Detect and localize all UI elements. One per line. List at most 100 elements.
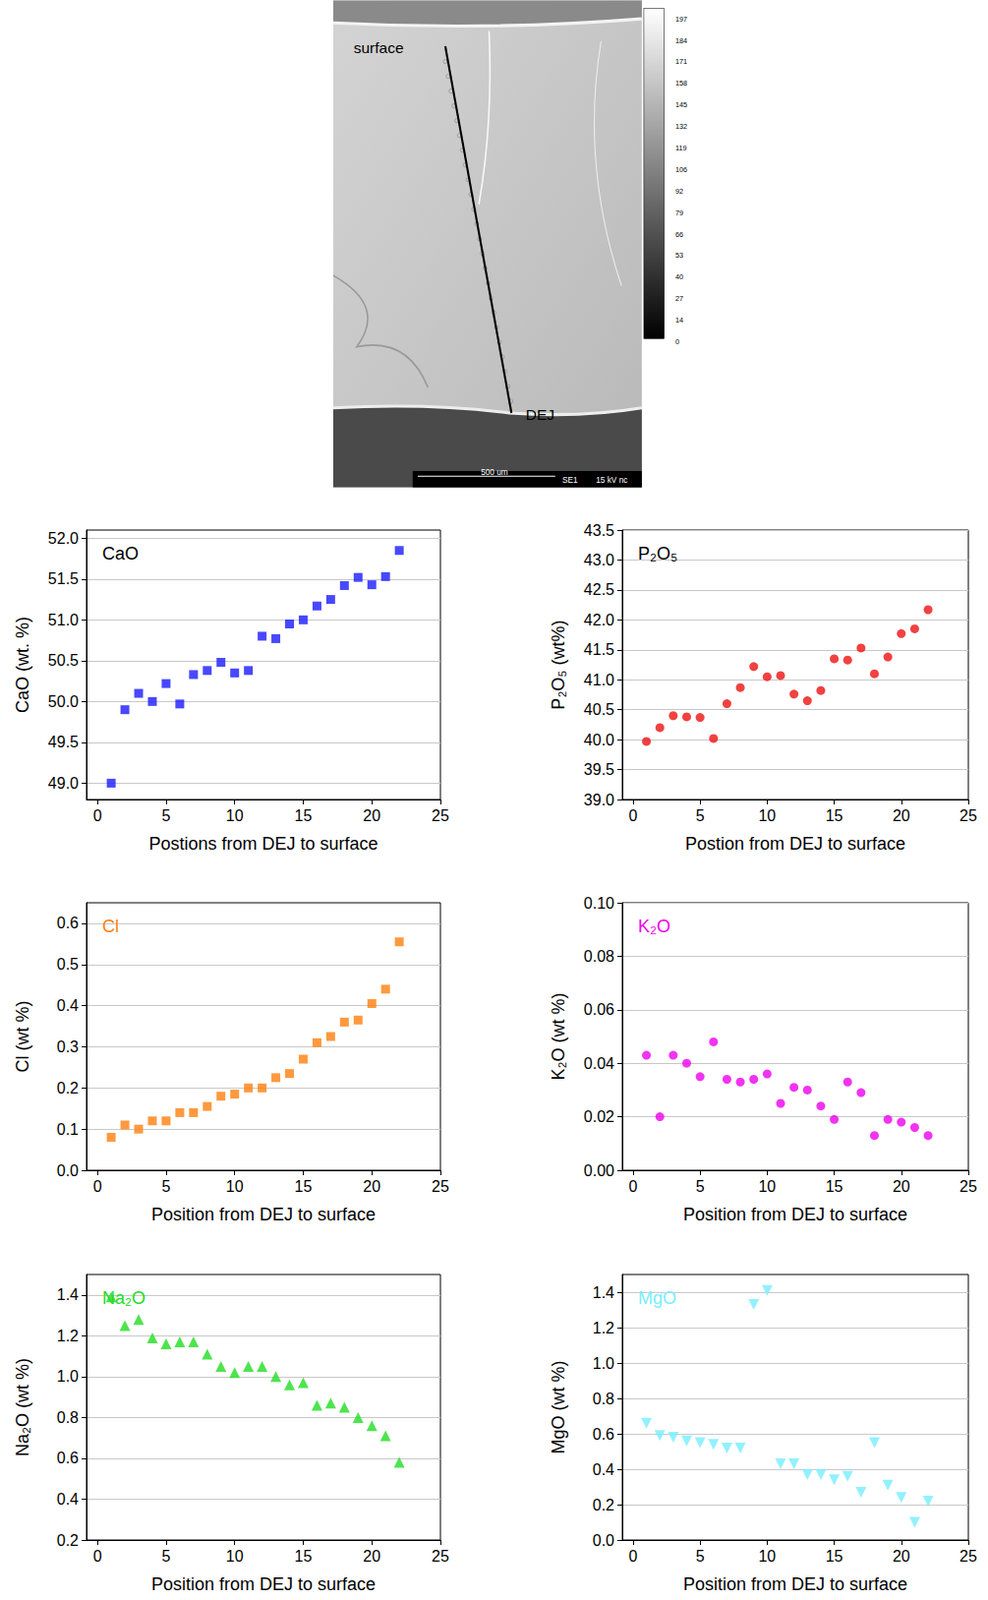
svg-text:0.4: 0.4 (57, 1490, 79, 1508)
svg-text:20: 20 (362, 1177, 381, 1195)
svg-text:1.0: 1.0 (592, 1354, 615, 1372)
svg-text:40: 40 (675, 272, 684, 282)
svg-text:K₂O (wt %): K₂O (wt %) (548, 992, 569, 1081)
svg-text:0.0: 0.0 (57, 1162, 79, 1179)
svg-text:0.2: 0.2 (57, 1531, 79, 1549)
svg-text:52.0: 52.0 (48, 529, 79, 547)
svg-text:15 kV nc: 15 kV nc (595, 475, 628, 485)
svg-text:1.2: 1.2 (592, 1319, 615, 1337)
svg-text:39.0: 39.0 (583, 791, 615, 809)
svg-text:53: 53 (675, 250, 684, 260)
svg-text:41.0: 41.0 (583, 671, 615, 689)
svg-text:79: 79 (675, 208, 684, 218)
svg-text:49.5: 49.5 (48, 733, 79, 751)
svg-text:Cl (wt %): Cl (wt %) (12, 1000, 33, 1073)
svg-text:0.8: 0.8 (57, 1408, 79, 1426)
svg-text:10: 10 (757, 1547, 776, 1565)
svg-text:25: 25 (431, 1547, 450, 1565)
svg-text:surface: surface (353, 39, 405, 57)
svg-text:0: 0 (93, 1547, 103, 1565)
svg-text:25: 25 (431, 1177, 450, 1195)
svg-text:0.08: 0.08 (583, 947, 615, 965)
svg-text:0: 0 (93, 1177, 103, 1195)
svg-text:Position from DEJ to surface: Position from DEJ to surface (151, 1204, 376, 1224)
svg-text:0.10: 0.10 (583, 894, 615, 912)
svg-text:Na₂O: Na₂O (102, 1287, 146, 1308)
svg-text:0.4: 0.4 (57, 996, 79, 1014)
svg-text:0.1: 0.1 (57, 1120, 79, 1138)
svg-text:0.04: 0.04 (583, 1054, 615, 1072)
svg-text:1.4: 1.4 (57, 1285, 79, 1303)
svg-text:66: 66 (675, 230, 684, 239)
svg-text:Postions from DEJ to surface: Postions from DEJ to surface (148, 833, 378, 854)
svg-text:42.5: 42.5 (583, 581, 615, 598)
svg-text:43.0: 43.0 (583, 551, 615, 569)
svg-text:10: 10 (226, 1547, 244, 1565)
svg-text:15: 15 (294, 807, 313, 824)
svg-text:K₂O: K₂O (638, 916, 671, 936)
svg-text:132: 132 (675, 121, 688, 131)
svg-text:15: 15 (825, 807, 844, 824)
svg-text:43.5: 43.5 (583, 522, 615, 539)
svg-text:5: 5 (696, 807, 705, 824)
svg-text:10: 10 (226, 807, 244, 824)
svg-text:25: 25 (959, 1547, 978, 1565)
svg-text:P₂O₅ (wt%): P₂O₅ (wt%) (548, 619, 569, 709)
svg-text:49.0: 49.0 (48, 774, 79, 792)
svg-text:Postion from DEJ to surface: Postion from DEJ to surface (685, 833, 906, 854)
svg-text:145: 145 (675, 100, 688, 110)
svg-text:0.6: 0.6 (592, 1425, 615, 1443)
svg-text:0.0: 0.0 (592, 1531, 615, 1549)
svg-text:0: 0 (628, 1547, 638, 1565)
svg-text:10: 10 (226, 1177, 244, 1195)
svg-text:15: 15 (825, 1547, 844, 1565)
svg-text:14: 14 (675, 315, 684, 325)
svg-text:0.8: 0.8 (592, 1390, 615, 1407)
svg-text:51.5: 51.5 (48, 570, 79, 587)
svg-text:0.2: 0.2 (592, 1496, 615, 1513)
svg-text:42.0: 42.0 (583, 611, 615, 629)
svg-text:5: 5 (161, 1177, 171, 1195)
svg-text:40.0: 40.0 (583, 731, 615, 749)
svg-text:25: 25 (431, 807, 450, 824)
svg-text:0.6: 0.6 (57, 914, 79, 931)
svg-text:40.5: 40.5 (583, 700, 615, 718)
svg-text:0.00: 0.00 (583, 1162, 615, 1179)
svg-text:20: 20 (362, 807, 381, 824)
svg-text:15: 15 (294, 1177, 313, 1195)
svg-text:MgO (wt %): MgO (wt %) (548, 1359, 569, 1453)
svg-text:0: 0 (628, 807, 638, 824)
svg-text:20: 20 (892, 1547, 911, 1565)
svg-text:0: 0 (93, 807, 103, 824)
svg-text:0.2: 0.2 (57, 1079, 79, 1097)
svg-text:SE1: SE1 (562, 475, 579, 485)
svg-text:197: 197 (675, 14, 688, 24)
svg-text:119: 119 (675, 143, 688, 153)
svg-text:DEJ: DEJ (525, 406, 555, 423)
svg-text:Cl: Cl (102, 916, 119, 936)
svg-text:50.5: 50.5 (48, 651, 79, 669)
svg-text:0.4: 0.4 (592, 1460, 615, 1478)
svg-text:Position from DEJ to surface: Position from DEJ to surface (683, 1204, 908, 1224)
svg-text:20: 20 (892, 807, 911, 824)
svg-text:Position from DEJ to surface: Position from DEJ to surface (683, 1573, 908, 1594)
svg-text:5: 5 (161, 1547, 171, 1565)
svg-text:Na₂O (wt %): Na₂O (wt %) (12, 1357, 33, 1456)
svg-text:5: 5 (161, 807, 171, 824)
svg-text:Position from DEJ to surface: Position from DEJ to surface (151, 1573, 376, 1594)
svg-text:0: 0 (675, 337, 680, 347)
svg-text:50.0: 50.0 (48, 693, 79, 710)
svg-text:P₂O₅: P₂O₅ (638, 543, 678, 564)
svg-text:5: 5 (696, 1177, 705, 1195)
svg-text:CaO (wt. %): CaO (wt. %) (12, 616, 33, 713)
svg-text:92: 92 (675, 186, 684, 196)
svg-text:25: 25 (959, 1177, 978, 1195)
svg-text:0.06: 0.06 (583, 1000, 615, 1018)
svg-text:10: 10 (757, 1177, 776, 1195)
svg-text:5: 5 (696, 1547, 705, 1565)
svg-text:1.0: 1.0 (57, 1367, 79, 1385)
svg-text:CaO: CaO (102, 543, 139, 564)
svg-text:41.5: 41.5 (583, 640, 615, 658)
svg-text:20: 20 (362, 1547, 381, 1565)
svg-text:1.4: 1.4 (592, 1283, 615, 1301)
